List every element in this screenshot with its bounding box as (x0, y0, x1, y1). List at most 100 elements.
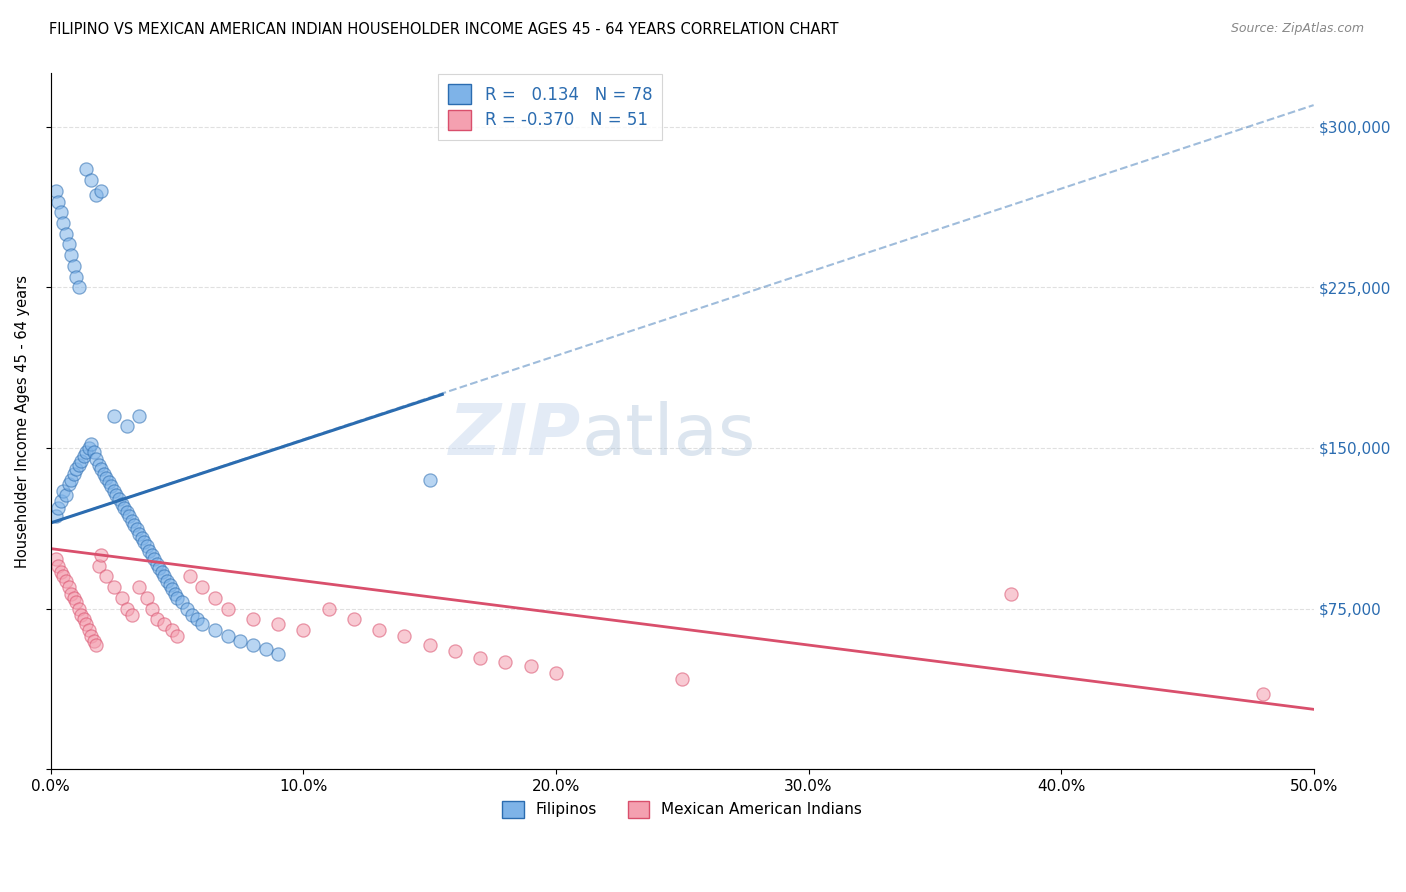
Point (156, 574, 179, 588)
Point (52, 569, 75, 583)
Point (110, 591, 132, 605)
Point (1000, 586, 1022, 600)
Point (267, 616, 290, 631)
Point (84, 638, 107, 652)
Point (62, 591, 84, 605)
Point (45, 184, 67, 198)
Point (115, 601, 138, 615)
Point (83, 633, 105, 648)
Point (70, 608, 93, 623)
Point (84, 188, 107, 202)
Point (75, 616, 97, 631)
Point (519, 659, 541, 673)
Point (58, 580, 80, 594)
Point (135, 591, 157, 605)
Point (65, 269, 87, 284)
Point (112, 500, 135, 515)
Point (49, 494, 72, 508)
Point (45, 509, 67, 524)
Point (128, 580, 150, 594)
Point (110, 497, 132, 511)
Point (141, 548, 163, 562)
Point (166, 591, 188, 605)
Point (444, 644, 467, 658)
Point (470, 651, 492, 665)
Point (1251, 687, 1274, 701)
Point (100, 479, 122, 493)
Text: FILIPINO VS MEXICAN AMERICAN INDIAN HOUSEHOLDER INCOME AGES 45 - 64 YEARS CORREL: FILIPINO VS MEXICAN AMERICAN INDIAN HOUS… (49, 22, 839, 37)
Point (204, 623, 226, 637)
Point (67, 280, 90, 294)
Text: Source: ZipAtlas.com: Source: ZipAtlas.com (1230, 22, 1364, 36)
Point (125, 522, 148, 536)
Point (229, 633, 252, 648)
Point (153, 569, 176, 583)
Point (242, 612, 264, 626)
Point (254, 642, 277, 657)
Point (73, 612, 96, 626)
Legend: Filipinos, Mexican American Indians: Filipinos, Mexican American Indians (496, 795, 869, 824)
Point (292, 623, 315, 637)
Point (134, 535, 156, 549)
Point (160, 582, 183, 597)
Point (97, 475, 120, 490)
Point (90, 462, 112, 476)
Y-axis label: Householder Income Ages 45 - 64 years: Householder Income Ages 45 - 64 years (15, 275, 30, 567)
Point (80, 630, 103, 644)
Point (55, 574, 77, 588)
Point (60, 586, 83, 600)
Point (103, 580, 125, 594)
Point (108, 492, 131, 507)
Text: atlas: atlas (581, 401, 755, 469)
Point (128, 526, 150, 541)
Point (103, 483, 125, 498)
Point (191, 616, 214, 631)
Point (67, 601, 90, 615)
Point (159, 578, 181, 592)
Point (73, 450, 96, 464)
Point (80, 436, 103, 450)
Point (60, 248, 83, 262)
Point (115, 419, 138, 434)
Point (70, 454, 93, 468)
Point (83, 445, 105, 459)
Point (67, 458, 90, 472)
Point (90, 184, 112, 198)
Point (105, 488, 128, 502)
Point (267, 647, 290, 661)
Point (45, 552, 67, 566)
Point (343, 612, 366, 626)
Point (93, 467, 115, 481)
Point (121, 608, 143, 623)
Point (62, 259, 84, 273)
Point (153, 616, 176, 631)
Point (368, 623, 391, 637)
Point (58, 237, 80, 252)
Point (121, 514, 143, 528)
Point (48, 194, 70, 209)
Point (75, 162, 97, 177)
Point (49, 565, 72, 579)
Point (318, 601, 340, 615)
Point (118, 509, 141, 524)
Point (135, 540, 157, 554)
Point (84, 451, 107, 466)
Point (55, 227, 77, 241)
Point (96, 471, 118, 485)
Point (122, 518, 145, 533)
Point (115, 505, 138, 519)
Point (77, 441, 100, 455)
Point (179, 569, 201, 583)
Point (671, 673, 693, 687)
Point (138, 543, 160, 558)
Point (242, 638, 264, 652)
Point (103, 409, 125, 423)
Point (191, 580, 214, 594)
Text: ZIP: ZIP (449, 401, 581, 469)
Point (494, 655, 516, 669)
Point (419, 473, 441, 487)
Point (217, 630, 239, 644)
Point (131, 531, 153, 545)
Point (186, 612, 208, 626)
Point (163, 586, 186, 600)
